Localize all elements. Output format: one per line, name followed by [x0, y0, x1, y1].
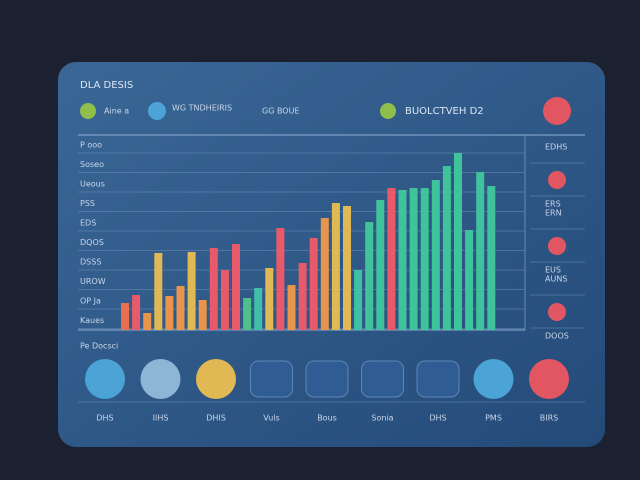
- right-label: EDHS: [545, 143, 567, 152]
- row-label: Ueous: [80, 180, 105, 189]
- bar: [220, 270, 229, 330]
- action-label: Bous: [317, 414, 337, 423]
- action-label: DHIS: [206, 414, 226, 423]
- action-label: DHS: [96, 414, 113, 423]
- right-label: AUNS: [545, 275, 567, 284]
- row-label: DSSS: [80, 258, 101, 267]
- bar: [487, 186, 496, 330]
- row-label: Kaues: [80, 316, 104, 325]
- bar: [376, 200, 385, 330]
- bar: [265, 268, 274, 330]
- action-label: BIRS: [540, 414, 558, 423]
- bar: [398, 190, 407, 330]
- bar: [143, 313, 152, 330]
- bar: [243, 298, 252, 330]
- bar: [409, 188, 418, 330]
- toolbar-item: BUOLCTVEH D2: [405, 106, 484, 117]
- action-button[interactable]: [416, 360, 460, 398]
- action-label: Sonia: [371, 414, 393, 423]
- bar: [476, 172, 485, 330]
- bar: [309, 238, 318, 330]
- toolbar: Aine a WG TNDHEIRIS GG BOUE BUOLCTVEH D2: [80, 97, 571, 125]
- status-dot: [548, 237, 566, 255]
- action-button[interactable]: [140, 359, 181, 399]
- bar: [465, 230, 474, 330]
- bar: [343, 206, 351, 330]
- row-label: Soseo: [80, 160, 104, 169]
- bar: [354, 270, 363, 330]
- action-button[interactable]: [250, 360, 293, 398]
- bar: [387, 188, 396, 330]
- bar: [209, 248, 218, 330]
- status-dot: [548, 171, 566, 189]
- action-button[interactable]: [361, 360, 404, 398]
- row-label: OP Ja: [80, 297, 101, 306]
- row-label: DQOS: [80, 238, 104, 247]
- status-dot: [548, 303, 566, 321]
- action-button[interactable]: [196, 359, 236, 399]
- row-label: EDS: [80, 219, 96, 228]
- section-label: Pe Docsci: [80, 342, 118, 351]
- action-button[interactable]: [305, 360, 349, 398]
- bar: [298, 263, 307, 330]
- action-label: Vuls: [263, 414, 279, 423]
- action-button[interactable]: [85, 359, 125, 399]
- bar: [232, 244, 240, 330]
- right-label: ERS: [545, 200, 561, 209]
- toolbar-item: WG TNDHEIRIS: [172, 104, 232, 113]
- right-label: DOOS: [545, 332, 569, 341]
- toolbar-item: GG BOUE: [262, 107, 300, 116]
- row-label: P ooo: [80, 141, 102, 150]
- bar: [187, 252, 196, 330]
- bar: [276, 228, 285, 330]
- toolbar-item: Aine a: [104, 107, 129, 116]
- bar: [365, 222, 374, 330]
- bar: [154, 253, 163, 330]
- action-label: DHS: [429, 414, 446, 423]
- card: [58, 62, 605, 447]
- action-label: IIHS: [153, 414, 169, 423]
- title: DLA DESIS: [80, 80, 133, 91]
- row-label: PSS: [80, 199, 95, 208]
- action-button[interactable]: [529, 359, 569, 399]
- bar: [198, 300, 207, 330]
- close-button[interactable]: [543, 97, 571, 125]
- bar: [320, 218, 329, 330]
- action-label: PMS: [485, 414, 502, 423]
- bar: [254, 288, 263, 330]
- action-button[interactable]: [473, 359, 514, 399]
- row-label: UROW: [80, 277, 106, 286]
- bar: [420, 188, 429, 330]
- bar: [132, 295, 141, 330]
- bar: [287, 285, 296, 330]
- bar: [431, 180, 440, 330]
- bar: [442, 166, 451, 330]
- bar: [165, 296, 174, 330]
- bar: [176, 286, 185, 330]
- bar: [454, 153, 462, 330]
- right-label: ERN: [545, 209, 562, 218]
- bar: [331, 203, 340, 330]
- bar: [121, 303, 129, 330]
- right-label: EUS: [545, 266, 561, 275]
